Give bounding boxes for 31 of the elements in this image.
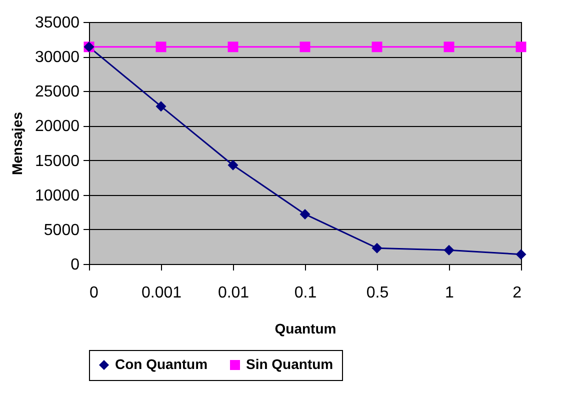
y-tick-label: 25000 bbox=[35, 84, 80, 101]
point bbox=[372, 42, 382, 52]
legend-label: Con Quantum bbox=[115, 356, 208, 372]
x-tick-label: 0.01 bbox=[218, 284, 250, 302]
x-tick-label: 0.1 bbox=[294, 284, 317, 302]
point bbox=[228, 42, 238, 52]
point bbox=[156, 101, 166, 112]
y-tick-label: 30000 bbox=[35, 49, 80, 66]
x-tick-label: 0.001 bbox=[141, 284, 182, 302]
legend-label: Sin Quantum bbox=[246, 356, 334, 372]
x-tick-label: 2 bbox=[512, 284, 522, 302]
y-axis-title: Mensajes bbox=[9, 112, 26, 176]
point bbox=[516, 249, 526, 260]
y-tick-label: 5000 bbox=[44, 222, 80, 239]
point bbox=[444, 244, 454, 256]
point bbox=[300, 42, 310, 52]
x-tick-label: 0.5 bbox=[366, 284, 389, 302]
y-tick-label: 20000 bbox=[35, 118, 80, 136]
point bbox=[300, 208, 310, 220]
x-tick-label: 0 bbox=[90, 284, 98, 302]
point bbox=[444, 42, 454, 52]
y-tick-label: 0 bbox=[70, 256, 80, 274]
x-tick-label: 1 bbox=[445, 284, 454, 302]
y-tick-label: 15000 bbox=[35, 152, 80, 170]
point bbox=[156, 42, 166, 52]
y-tick-label: 10000 bbox=[35, 187, 80, 204]
y-tick-label: 35000 bbox=[35, 14, 80, 32]
point bbox=[228, 160, 238, 170]
point bbox=[516, 42, 526, 52]
point bbox=[372, 242, 382, 254]
x-axis-title: Quantum bbox=[274, 320, 336, 336]
